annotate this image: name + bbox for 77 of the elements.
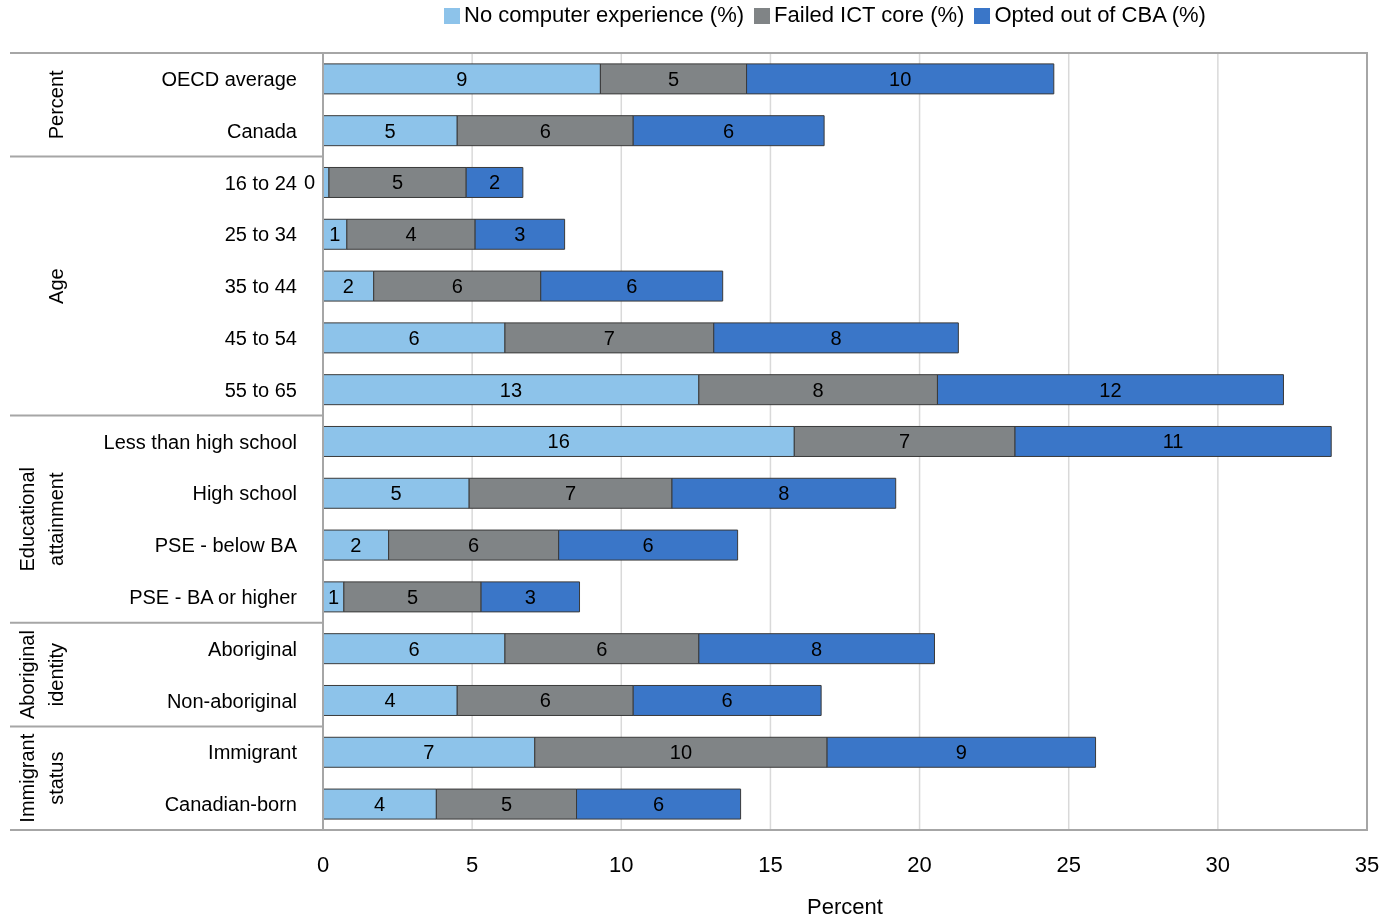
y-tick-label: 16 to 24: [224, 171, 297, 194]
data-label: 1: [329, 223, 341, 246]
data-label: 5: [392, 171, 404, 194]
data-label: 10: [669, 741, 693, 764]
y-tick-label: High school: [192, 482, 297, 505]
data-label: 10: [889, 67, 912, 90]
x-tick-label: 25: [1056, 851, 1081, 877]
data-label: 8: [830, 326, 842, 349]
data-label: 12: [1099, 378, 1122, 401]
data-label: 4: [384, 689, 396, 712]
data-label: 2: [488, 171, 501, 194]
y-tick-label: 45 to 54: [224, 327, 297, 349]
text: Age: [45, 268, 67, 304]
legend-label: Opted out of CBA (%): [994, 2, 1206, 27]
x-tick-label: 10: [609, 851, 634, 877]
data-label: 5: [406, 585, 419, 608]
y-tick-label: Canadian-born: [164, 793, 297, 816]
data-label: 7: [565, 482, 577, 505]
data-label: 5: [500, 793, 513, 816]
y-tick-label: PSE - below BA: [154, 534, 298, 557]
data-label: 13: [499, 378, 523, 401]
y-tick-label: 55 to 65: [224, 378, 297, 401]
data-label: 5: [667, 67, 680, 90]
data-label: 7: [423, 741, 435, 764]
data-label: 6: [642, 534, 654, 557]
y-tick-label: 25 to 34: [224, 223, 297, 246]
x-tick-label: 5: [466, 851, 479, 877]
data-label: 16: [547, 430, 570, 453]
x-tick-label: 0: [316, 851, 330, 877]
data-label: 6: [539, 689, 551, 712]
text: Percent: [45, 69, 67, 140]
y-tick-label: Aboriginal: [208, 637, 297, 660]
data-label: 5: [390, 482, 402, 505]
data-label: 2: [350, 534, 362, 557]
y-tick-label: Non-aboriginal: [166, 689, 297, 712]
data-label: 4: [405, 223, 417, 246]
text: Aboriginal identity: [16, 630, 67, 720]
y-tick-label: Less than high school: [103, 430, 297, 453]
data-label: 6: [596, 637, 608, 660]
data-label: 3: [524, 585, 536, 608]
y-tick-label: 35 to 44: [224, 275, 297, 298]
y-tick-label: OECD average: [161, 68, 297, 90]
data-label: 8: [811, 637, 823, 660]
legend-label: Failed ICT core (%): [774, 2, 965, 27]
y-tick-label: PSE - BA or higher: [129, 586, 298, 608]
x-tick-label: 30: [1205, 851, 1231, 877]
data-label: 5: [384, 119, 396, 142]
data-label: 6: [408, 637, 420, 660]
legend-label: No computer experience (%): [464, 2, 745, 27]
data-label: 2: [342, 275, 354, 298]
data-label: 9: [456, 67, 468, 90]
data-label: 0: [303, 171, 315, 194]
x-axis-title: Percent: [807, 894, 883, 914]
y-tick-label: Immigrant: [208, 741, 298, 764]
data-label: 8: [778, 482, 790, 505]
data-label: 6: [539, 119, 551, 142]
data-label: 3: [514, 223, 526, 246]
text: Educational attainment: [16, 466, 67, 572]
data-label: 7: [603, 326, 615, 349]
x-tick-label: 15: [758, 851, 783, 877]
data-label: 6: [451, 275, 463, 298]
text: Immigrant status: [16, 733, 67, 823]
data-label: 6: [626, 275, 638, 298]
x-tick-label: 35: [1354, 851, 1380, 877]
data-label: 4: [374, 793, 386, 816]
y-tick-label: Canada: [226, 119, 298, 142]
data-label: 1: [327, 585, 339, 608]
data-label: 6: [653, 793, 665, 816]
data-label: 6: [468, 534, 480, 557]
data-label: 8: [812, 378, 824, 401]
data-label: 9: [955, 741, 967, 764]
x-tick-label: 20: [907, 851, 932, 877]
data-label: 6: [408, 326, 420, 349]
data-label: 7: [899, 430, 911, 453]
data-label: 6: [721, 689, 733, 712]
data-label: 11: [1162, 430, 1184, 453]
data-label: 6: [723, 119, 735, 142]
